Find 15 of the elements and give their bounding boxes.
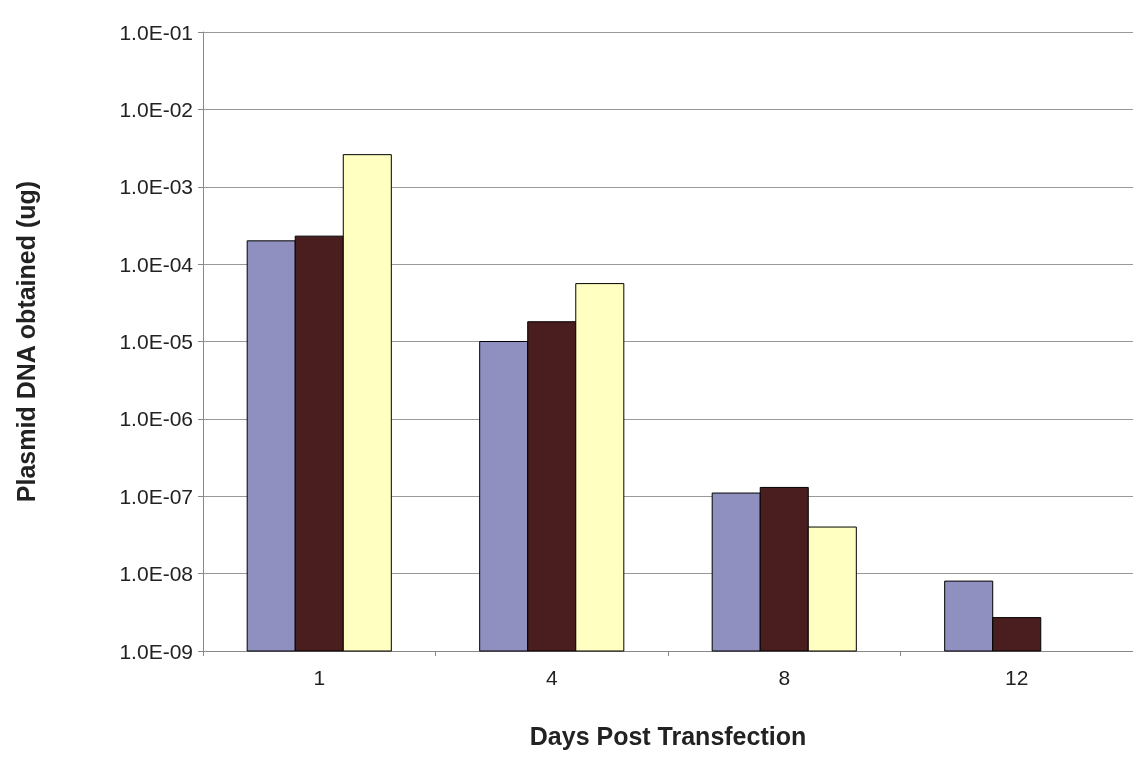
y-tick-label: 1.0E-04 bbox=[119, 252, 194, 276]
y-tick-label: 1.0E-05 bbox=[119, 330, 193, 353]
x-tick-label: 4 bbox=[545, 666, 558, 689]
y-tick-label: 1.0E-03 bbox=[119, 175, 193, 199]
y-axis-title: Plasmid DNA obtained (ug) bbox=[11, 180, 40, 503]
y-tick-label: 1.0E-09 bbox=[119, 639, 193, 663]
y-tick-label: 1.0E-06 bbox=[119, 407, 193, 431]
y-tick-label: 1.0E-01 bbox=[119, 20, 193, 44]
x-axis-title: Days Post Transfection bbox=[529, 721, 807, 750]
y-tick-label: 1.0E-08 bbox=[119, 562, 193, 586]
x-tick-label: 1 bbox=[313, 666, 326, 689]
y-tick-label: 1.0E-02 bbox=[119, 97, 193, 121]
y-tick-label: 1.0E-07 bbox=[119, 484, 193, 508]
x-tick-label: 8 bbox=[778, 666, 791, 689]
x-tick-label: 12 bbox=[1005, 666, 1029, 689]
